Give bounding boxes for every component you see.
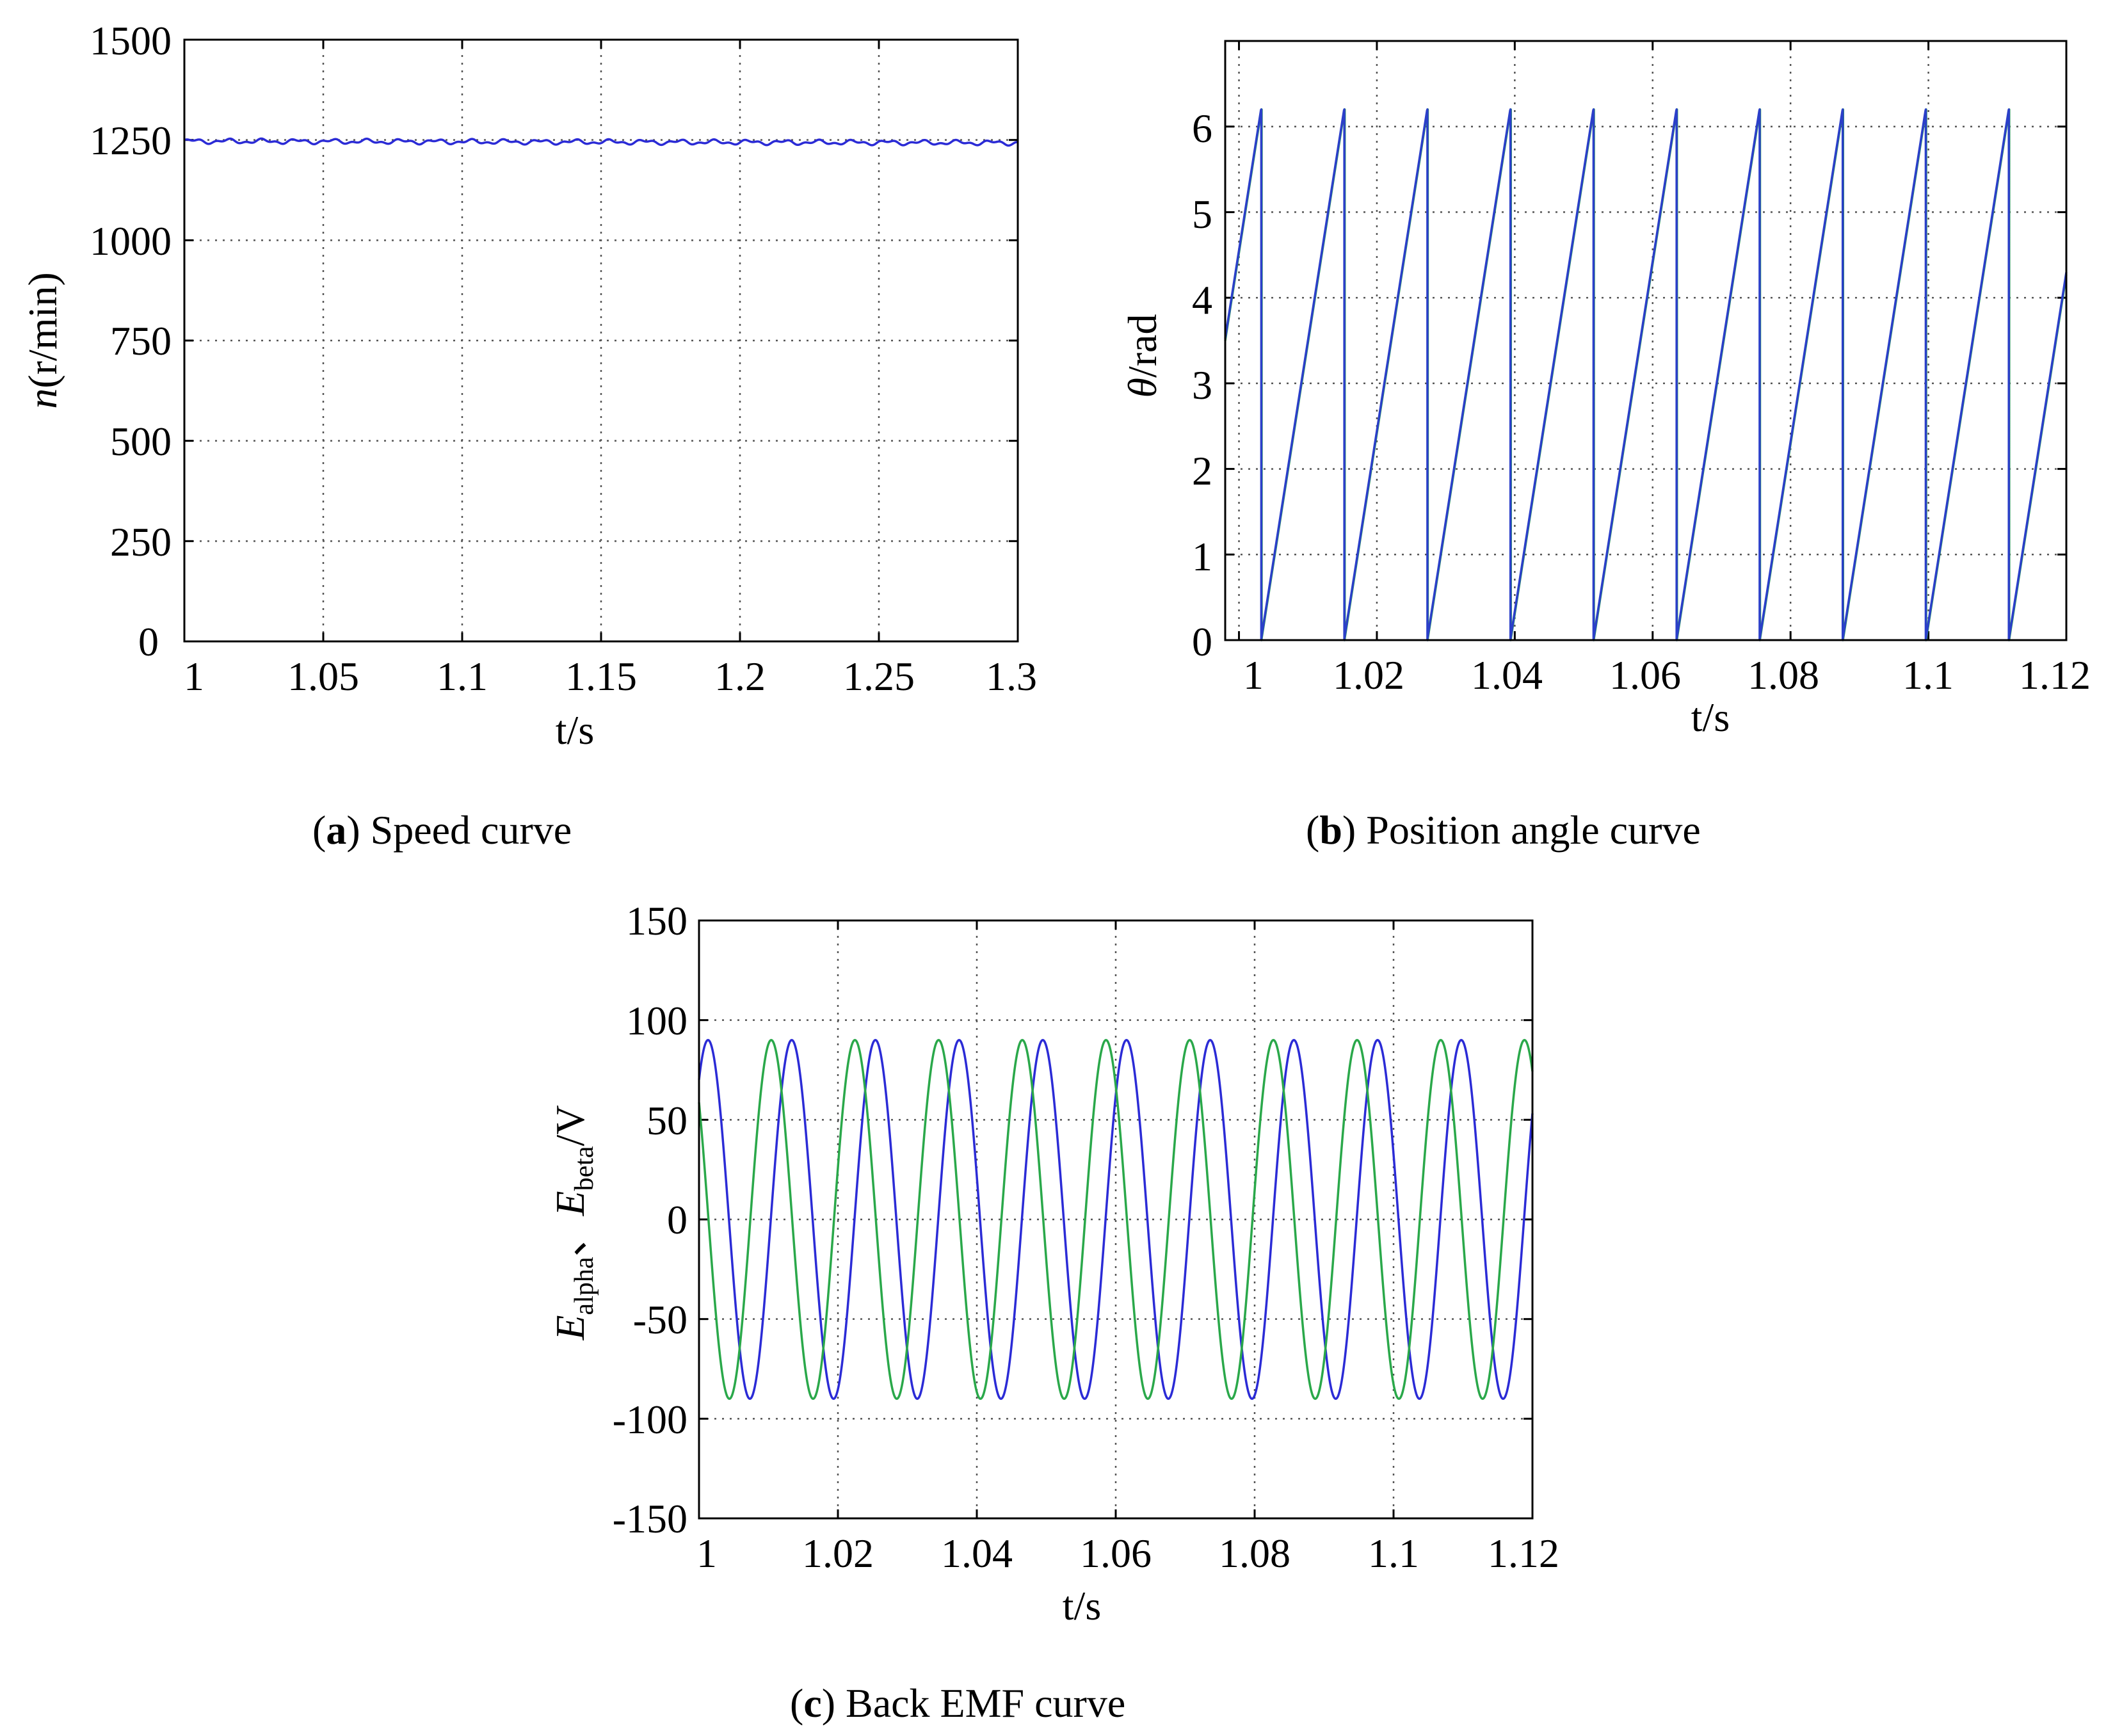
- panel-b-position-angle-chart: 0 1 2 3 4 5 6 1 1.02 1.04 1.06 1.08 1.1 …: [1120, 40, 2091, 853]
- panel-a-y-tick-labels: 0 250 500 750 1000 1250 1500: [90, 18, 172, 664]
- panel-a-series: [183, 137, 1019, 147]
- panel-a-y-tick-label: 1500: [90, 18, 172, 63]
- panel-c-y-axis-label-e-beta: E: [547, 1191, 593, 1216]
- panel-b-x-tick-label: 1.08: [1748, 652, 1819, 698]
- panel-c-x-tick-label: 1.06: [1080, 1531, 1152, 1576]
- panel-b-y-tick-label: 3: [1192, 362, 1212, 408]
- panel-a-x-tick-label: 1.3: [986, 654, 1037, 699]
- panel-c-y-tick-label: 100: [626, 998, 687, 1043]
- panel-c-y-tick-label: 50: [647, 1098, 687, 1143]
- panel-c-y-tick-label: 150: [626, 898, 687, 944]
- panel-c-x-tick-label: 1.08: [1219, 1531, 1290, 1576]
- panel-c-x-tick-label: 1.12: [1488, 1531, 1559, 1576]
- panel-b-x-tick-label: 1.02: [1333, 652, 1404, 698]
- series-line-e-beta: [698, 1039, 1534, 1400]
- panel-a-x-tick-label: 1.2: [714, 654, 766, 699]
- panel-a-caption-letter: a: [326, 807, 346, 853]
- panel-c-x-tick-label: 1: [696, 1531, 717, 1576]
- panel-c-x-tick-label: 1.02: [802, 1531, 874, 1576]
- panel-b-x-tick-labels: 1 1.02 1.04 1.06 1.08 1.1 1.12: [1243, 652, 2091, 698]
- panel-a-x-tick-label: 1.15: [565, 654, 637, 699]
- panel-c-y-tick-label: -50: [633, 1297, 687, 1342]
- panel-b-y-tick-label: 6: [1192, 106, 1212, 151]
- panel-b-x-tick-label: 1.1: [1902, 652, 1954, 698]
- panel-c-y-tick-label: 0: [667, 1197, 687, 1242]
- panel-b-y-axis-label: θ/rad: [1120, 314, 1165, 398]
- panel-c-caption-letter: c: [803, 1680, 821, 1726]
- panel-c-x-axis-label: t/s: [1063, 1583, 1101, 1628]
- panel-c-y-tick-label: -150: [613, 1496, 687, 1541]
- panel-c-gridlines: [699, 920, 1532, 1518]
- panel-a-caption-text: Speed curve: [371, 807, 572, 853]
- panel-c-x-tick-labels: 1 1.02 1.04 1.06 1.08 1.1 1.12: [696, 1531, 1559, 1576]
- panel-a-x-tick-label: 1.1: [437, 654, 488, 699]
- panel-a-x-tick-labels: 1 1.05 1.1 1.15 1.2 1.25 1.3: [184, 654, 1037, 699]
- panel-c-back-emf-chart: -150 -100 -50 0 50 100 150 1 1.02 1.04 1…: [547, 898, 1559, 1726]
- panel-a-x-tick-label: 1.05: [287, 654, 359, 699]
- panel-c-x-tick-label: 1.1: [1368, 1531, 1419, 1576]
- panel-b-y-tick-label: 5: [1192, 191, 1212, 237]
- panel-b-x-tick-label: 1.04: [1471, 652, 1543, 698]
- panel-a-gridlines: [184, 40, 1018, 641]
- panel-c-x-tick-label: 1.04: [941, 1531, 1013, 1576]
- panel-a-caption: (a) Speed curve: [312, 807, 572, 853]
- panel-a-y-tick-label: 1000: [90, 218, 172, 264]
- panel-a-tickmarks: [183, 38, 1019, 643]
- series-line-speed: [183, 137, 1019, 147]
- series-line-actual: [1224, 108, 2068, 641]
- panel-a-x-axis-label: t/s: [556, 707, 594, 753]
- panel-b-y-tick-label: 0: [1192, 619, 1212, 664]
- panel-c-y-axis-label-e-alpha: E: [547, 1315, 593, 1340]
- panel-a-plot-frame: [183, 38, 1019, 643]
- panel-c-series: [698, 1039, 1534, 1400]
- panel-b-y-tick-label: 1: [1192, 534, 1212, 579]
- panel-b-y-tick-label: 4: [1192, 277, 1212, 323]
- panel-a-y-tick-label: 750: [110, 318, 172, 364]
- panel-b-x-tick-label: 1: [1243, 652, 1264, 698]
- panel-c-plot-frame: [698, 919, 1534, 1520]
- panel-b-y-axis-label-symbol: θ: [1120, 378, 1165, 398]
- panel-c-y-axis-label-sub-alpha: alpha: [570, 1257, 599, 1315]
- panel-c-y-axis-label-sub-beta: beta: [570, 1146, 599, 1191]
- panel-c-y-tick-label: -100: [613, 1397, 687, 1442]
- panel-c-y-axis-label-unit: /V: [547, 1105, 593, 1146]
- panel-b-x-tick-label: 1.12: [2019, 652, 2091, 698]
- panel-b-x-axis-label: t/s: [1691, 695, 1730, 740]
- panel-b-series: [1224, 108, 2068, 641]
- panel-a-x-tick-label: 1: [184, 654, 204, 699]
- series-line-estimated: [1224, 108, 2068, 641]
- panel-a-y-tick-label: 250: [110, 519, 172, 565]
- panel-c-caption-text: Back EMF curve: [846, 1680, 1125, 1726]
- panel-c-caption: (c) Back EMF curve: [790, 1680, 1125, 1726]
- panel-b-caption-text: Position angle curve: [1366, 807, 1701, 853]
- panel-a-speed-chart: 0 250 500 750 1000 1250 1500 1 1.05 1.1 …: [20, 18, 1037, 853]
- panel-b-caption-letter: b: [1319, 807, 1342, 853]
- panel-a-y-axis-label-symbol: n: [20, 389, 65, 409]
- panel-a-y-tick-label: 500: [110, 419, 172, 464]
- panel-c-y-tick-labels: -150 -100 -50 0 50 100 150: [613, 898, 687, 1541]
- panel-c-y-axis-label: Ealpha、Ebeta/V: [547, 1105, 599, 1340]
- panel-b-caption: (b) Position angle curve: [1306, 807, 1701, 853]
- panel-b-y-tick-labels: 0 1 2 3 4 5 6: [1192, 106, 1212, 664]
- panel-a-y-tick-label: 0: [138, 619, 159, 664]
- panel-b-y-tick-label: 2: [1192, 448, 1212, 494]
- panel-b-plot-frame: [1224, 40, 2068, 641]
- panel-a-y-axis-label-unit: (r/min): [20, 272, 65, 388]
- panel-a-y-tick-label: 1250: [90, 118, 172, 163]
- panel-a-x-tick-label: 1.25: [843, 654, 915, 699]
- panel-b-y-axis-label-unit: /rad: [1120, 314, 1165, 378]
- panel-b-x-tick-label: 1.06: [1609, 652, 1681, 698]
- panel-c-y-axis-label-separator: 、: [547, 1216, 593, 1257]
- panel-a-y-axis-label: n(r/min): [20, 272, 65, 408]
